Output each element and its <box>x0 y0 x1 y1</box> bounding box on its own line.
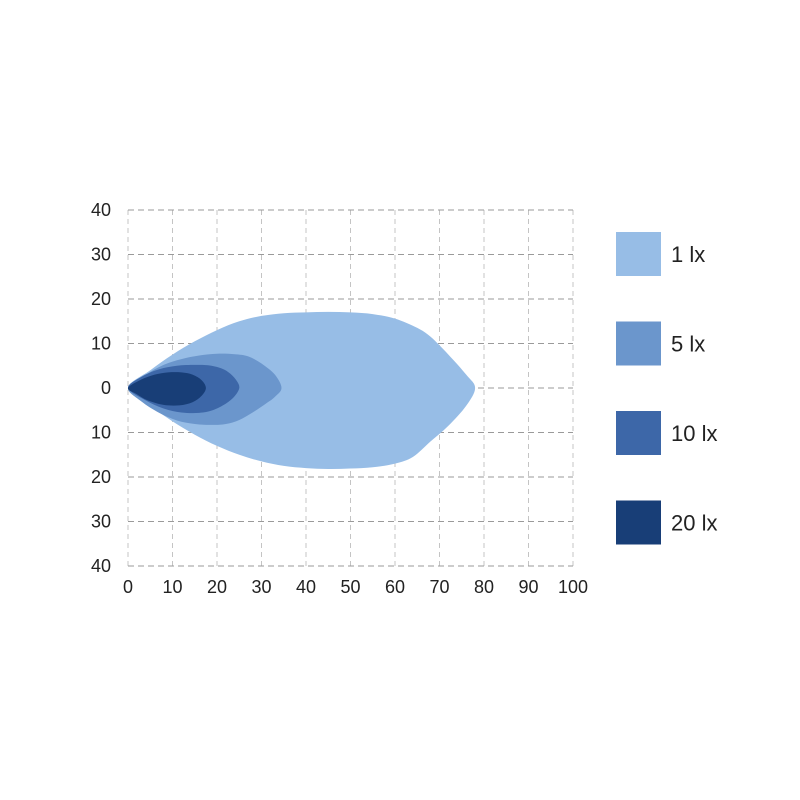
y-tick-label: 30 <box>91 245 111 265</box>
y-tick-label: 20 <box>91 289 111 309</box>
legend-label: 1 lx <box>671 242 705 267</box>
legend-label: 20 lx <box>671 511 717 536</box>
y-axis-tick-labels: 40 30 20 10 0 10 20 30 40 <box>91 200 111 576</box>
legend-swatch <box>616 321 661 366</box>
x-tick-label: 50 <box>340 577 360 597</box>
y-tick-label: 10 <box>91 334 111 354</box>
area-1-lx <box>128 311 476 470</box>
legend-swatch <box>616 232 661 276</box>
y-tick-label: 0 <box>101 378 111 398</box>
legend-swatch <box>616 411 661 455</box>
y-tick-label: 20 <box>91 467 111 487</box>
x-tick-label: 90 <box>518 577 538 597</box>
y-tick-label: 40 <box>91 556 111 576</box>
legend-label: 5 lx <box>671 332 705 357</box>
y-tick-label: 30 <box>91 512 111 532</box>
light-distribution-areas <box>127 311 476 470</box>
area-20-lx <box>127 372 206 406</box>
legend-label: 10 lx <box>671 421 717 446</box>
x-tick-label: 20 <box>207 577 227 597</box>
x-tick-label: 40 <box>296 577 316 597</box>
x-tick-label: 0 <box>123 577 133 597</box>
x-tick-label: 70 <box>429 577 449 597</box>
x-tick-label: 60 <box>385 577 405 597</box>
x-tick-label: 10 <box>162 577 182 597</box>
x-tick-label: 30 <box>251 577 271 597</box>
x-axis-tick-labels: 0 10 20 30 40 50 60 70 80 90 100 <box>123 577 588 597</box>
x-tick-label: 80 <box>474 577 494 597</box>
y-tick-label: 40 <box>91 200 111 220</box>
x-tick-label: 100 <box>558 577 588 597</box>
legend: 1 lx 5 lx 10 lx 20 lx <box>616 232 717 545</box>
legend-swatch <box>616 500 661 545</box>
y-tick-label: 10 <box>91 423 111 443</box>
